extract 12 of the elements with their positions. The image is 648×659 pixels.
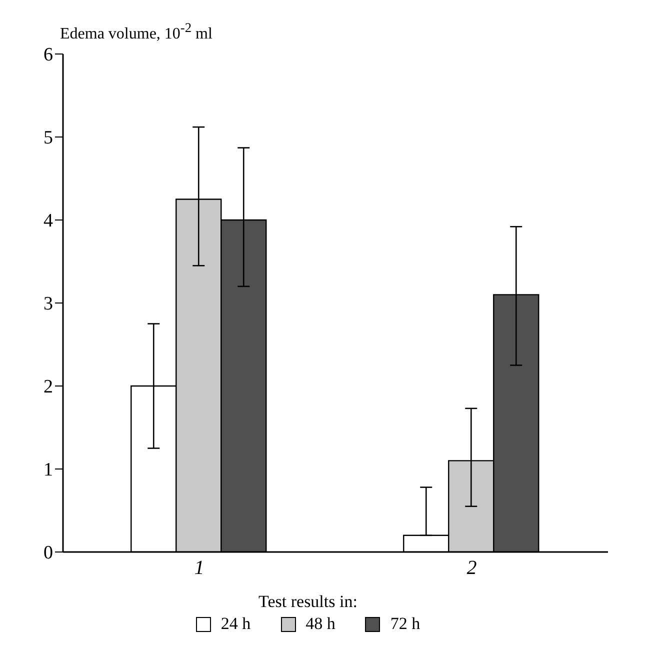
y-tick-label: 0: [44, 542, 53, 564]
y-axis-title: Edema volume, 10$^{-2}$ ml: [59, 19, 214, 44]
y-tick-label: 1: [44, 460, 53, 481]
y-tick-label: 4: [44, 210, 54, 232]
y-tick-label: 3: [44, 294, 53, 315]
y-tick-label: 6: [44, 44, 53, 66]
legend-title: Test results in:: [258, 592, 358, 612]
legend-label: 48 h: [306, 614, 336, 634]
y-tick-label: 5: [44, 128, 53, 149]
legend-label: 72 h: [390, 614, 420, 634]
legend-label: 24 h: [220, 614, 251, 634]
y-tick-label: 2: [44, 376, 53, 398]
